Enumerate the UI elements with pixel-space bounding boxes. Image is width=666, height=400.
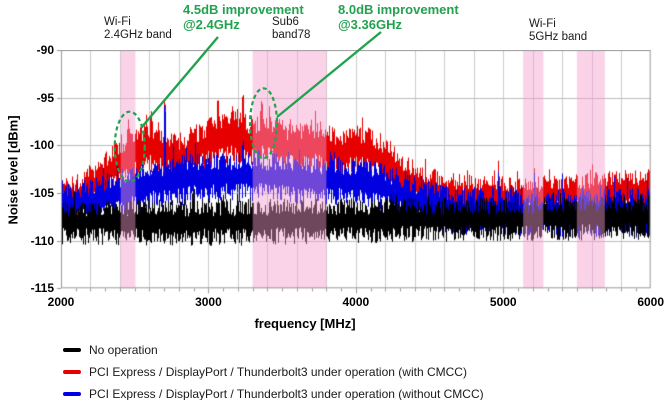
x-tick-label: 4000 xyxy=(342,295,370,309)
band-label-line: Wi-Fi xyxy=(529,18,556,30)
x-tick-label: 6000 xyxy=(637,295,665,309)
y-tick-label: -115 xyxy=(30,281,54,296)
y-tick-label: -100 xyxy=(29,138,54,153)
annotation-line: @3.36GHz xyxy=(338,17,402,32)
band-label-wifi-5: Wi-Fi 5GHz band xyxy=(529,18,587,44)
legend-dash-blue xyxy=(63,392,81,396)
x-tick-label: 3000 xyxy=(195,295,222,309)
band-label-line: 5GHz band xyxy=(529,31,588,43)
y-tick-label: -110 xyxy=(30,233,54,248)
band-label-sub6: Sub6 band78 xyxy=(272,16,310,42)
legend-label: No operation xyxy=(89,343,158,357)
legend-dash-red xyxy=(63,370,81,374)
y-tick-label: -90 xyxy=(36,43,54,57)
x-axis-title: frequency [MHz] xyxy=(254,316,356,331)
x-tick-label: 5000 xyxy=(489,295,517,309)
legend-item-without-cmcc: PCI Express / DisplayPort / Thunderbolt3… xyxy=(63,386,484,400)
improvement-annotation-24ghz: 4.5dB improvement @2.4GHz xyxy=(183,2,304,32)
band-label-line: Sub6 xyxy=(272,16,299,28)
annotation-line: 4.5dB improvement xyxy=(183,2,304,17)
band-label-line: 2.4GHz band xyxy=(104,29,172,41)
spectrum-plot-area xyxy=(55,50,656,296)
legend-label: PCI Express / DisplayPort / Thunderbolt3… xyxy=(89,365,467,379)
band-label-wifi-24: Wi-Fi 2.4GHz band xyxy=(104,16,172,42)
band-label-line: band78 xyxy=(272,29,311,41)
legend-dash-black xyxy=(63,348,81,352)
y-tick-label: -105 xyxy=(29,185,54,200)
legend-item-with-cmcc: PCI Express / DisplayPort / Thunderbolt3… xyxy=(63,364,467,380)
y-axis-title: Noise level [dBm] xyxy=(5,115,21,225)
x-tick-label: 2000 xyxy=(47,295,75,309)
y-tick-label: -95 xyxy=(36,90,54,105)
annotation-line: 8.0dB improvement xyxy=(338,2,459,17)
legend-label: PCI Express / DisplayPort / Thunderbolt3… xyxy=(89,387,484,400)
band-label-line: Wi-Fi xyxy=(104,16,131,28)
legend-item-no-operation: No operation xyxy=(63,342,158,358)
annotation-line: @2.4GHz xyxy=(183,17,240,32)
improvement-annotation-336ghz: 8.0dB improvement @3.36GHz xyxy=(338,2,459,32)
